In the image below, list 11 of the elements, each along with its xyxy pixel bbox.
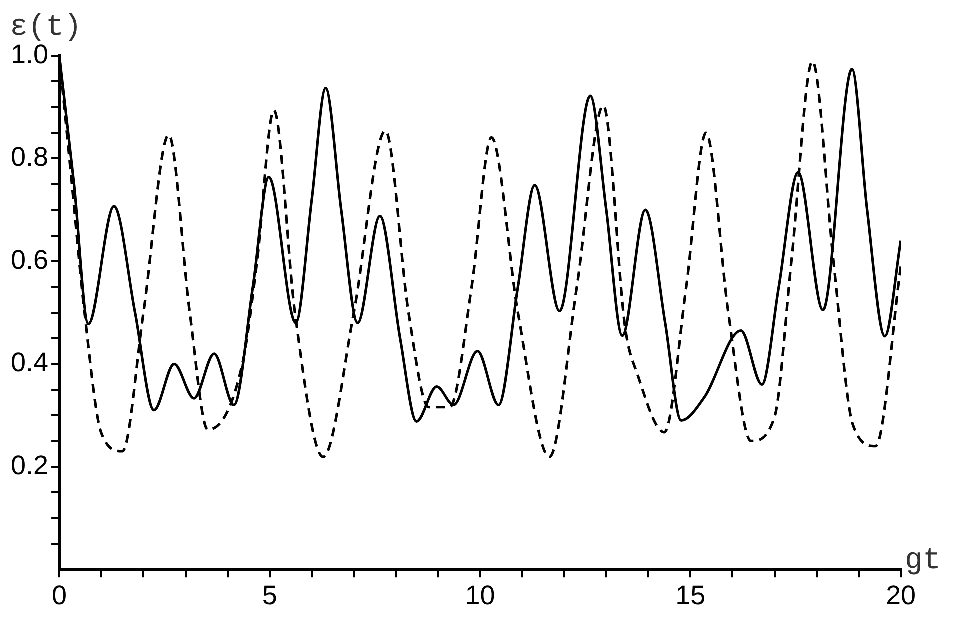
y-tick-label: 0.4 — [10, 348, 49, 378]
y-tick-label: 0.8 — [10, 142, 49, 172]
x-axis-title: gt — [905, 544, 942, 579]
x-tick-label: 15 — [676, 580, 706, 610]
x-tick-label: 10 — [465, 580, 496, 610]
x-tick-label: 5 — [262, 580, 278, 610]
x-tick-label: 0 — [52, 580, 68, 610]
y-tick-label: 0.2 — [10, 450, 49, 480]
y-axis-title: ε(t) — [10, 10, 82, 45]
x-tick-label: 20 — [886, 580, 916, 610]
y-tick-label: 0.6 — [10, 244, 49, 275]
